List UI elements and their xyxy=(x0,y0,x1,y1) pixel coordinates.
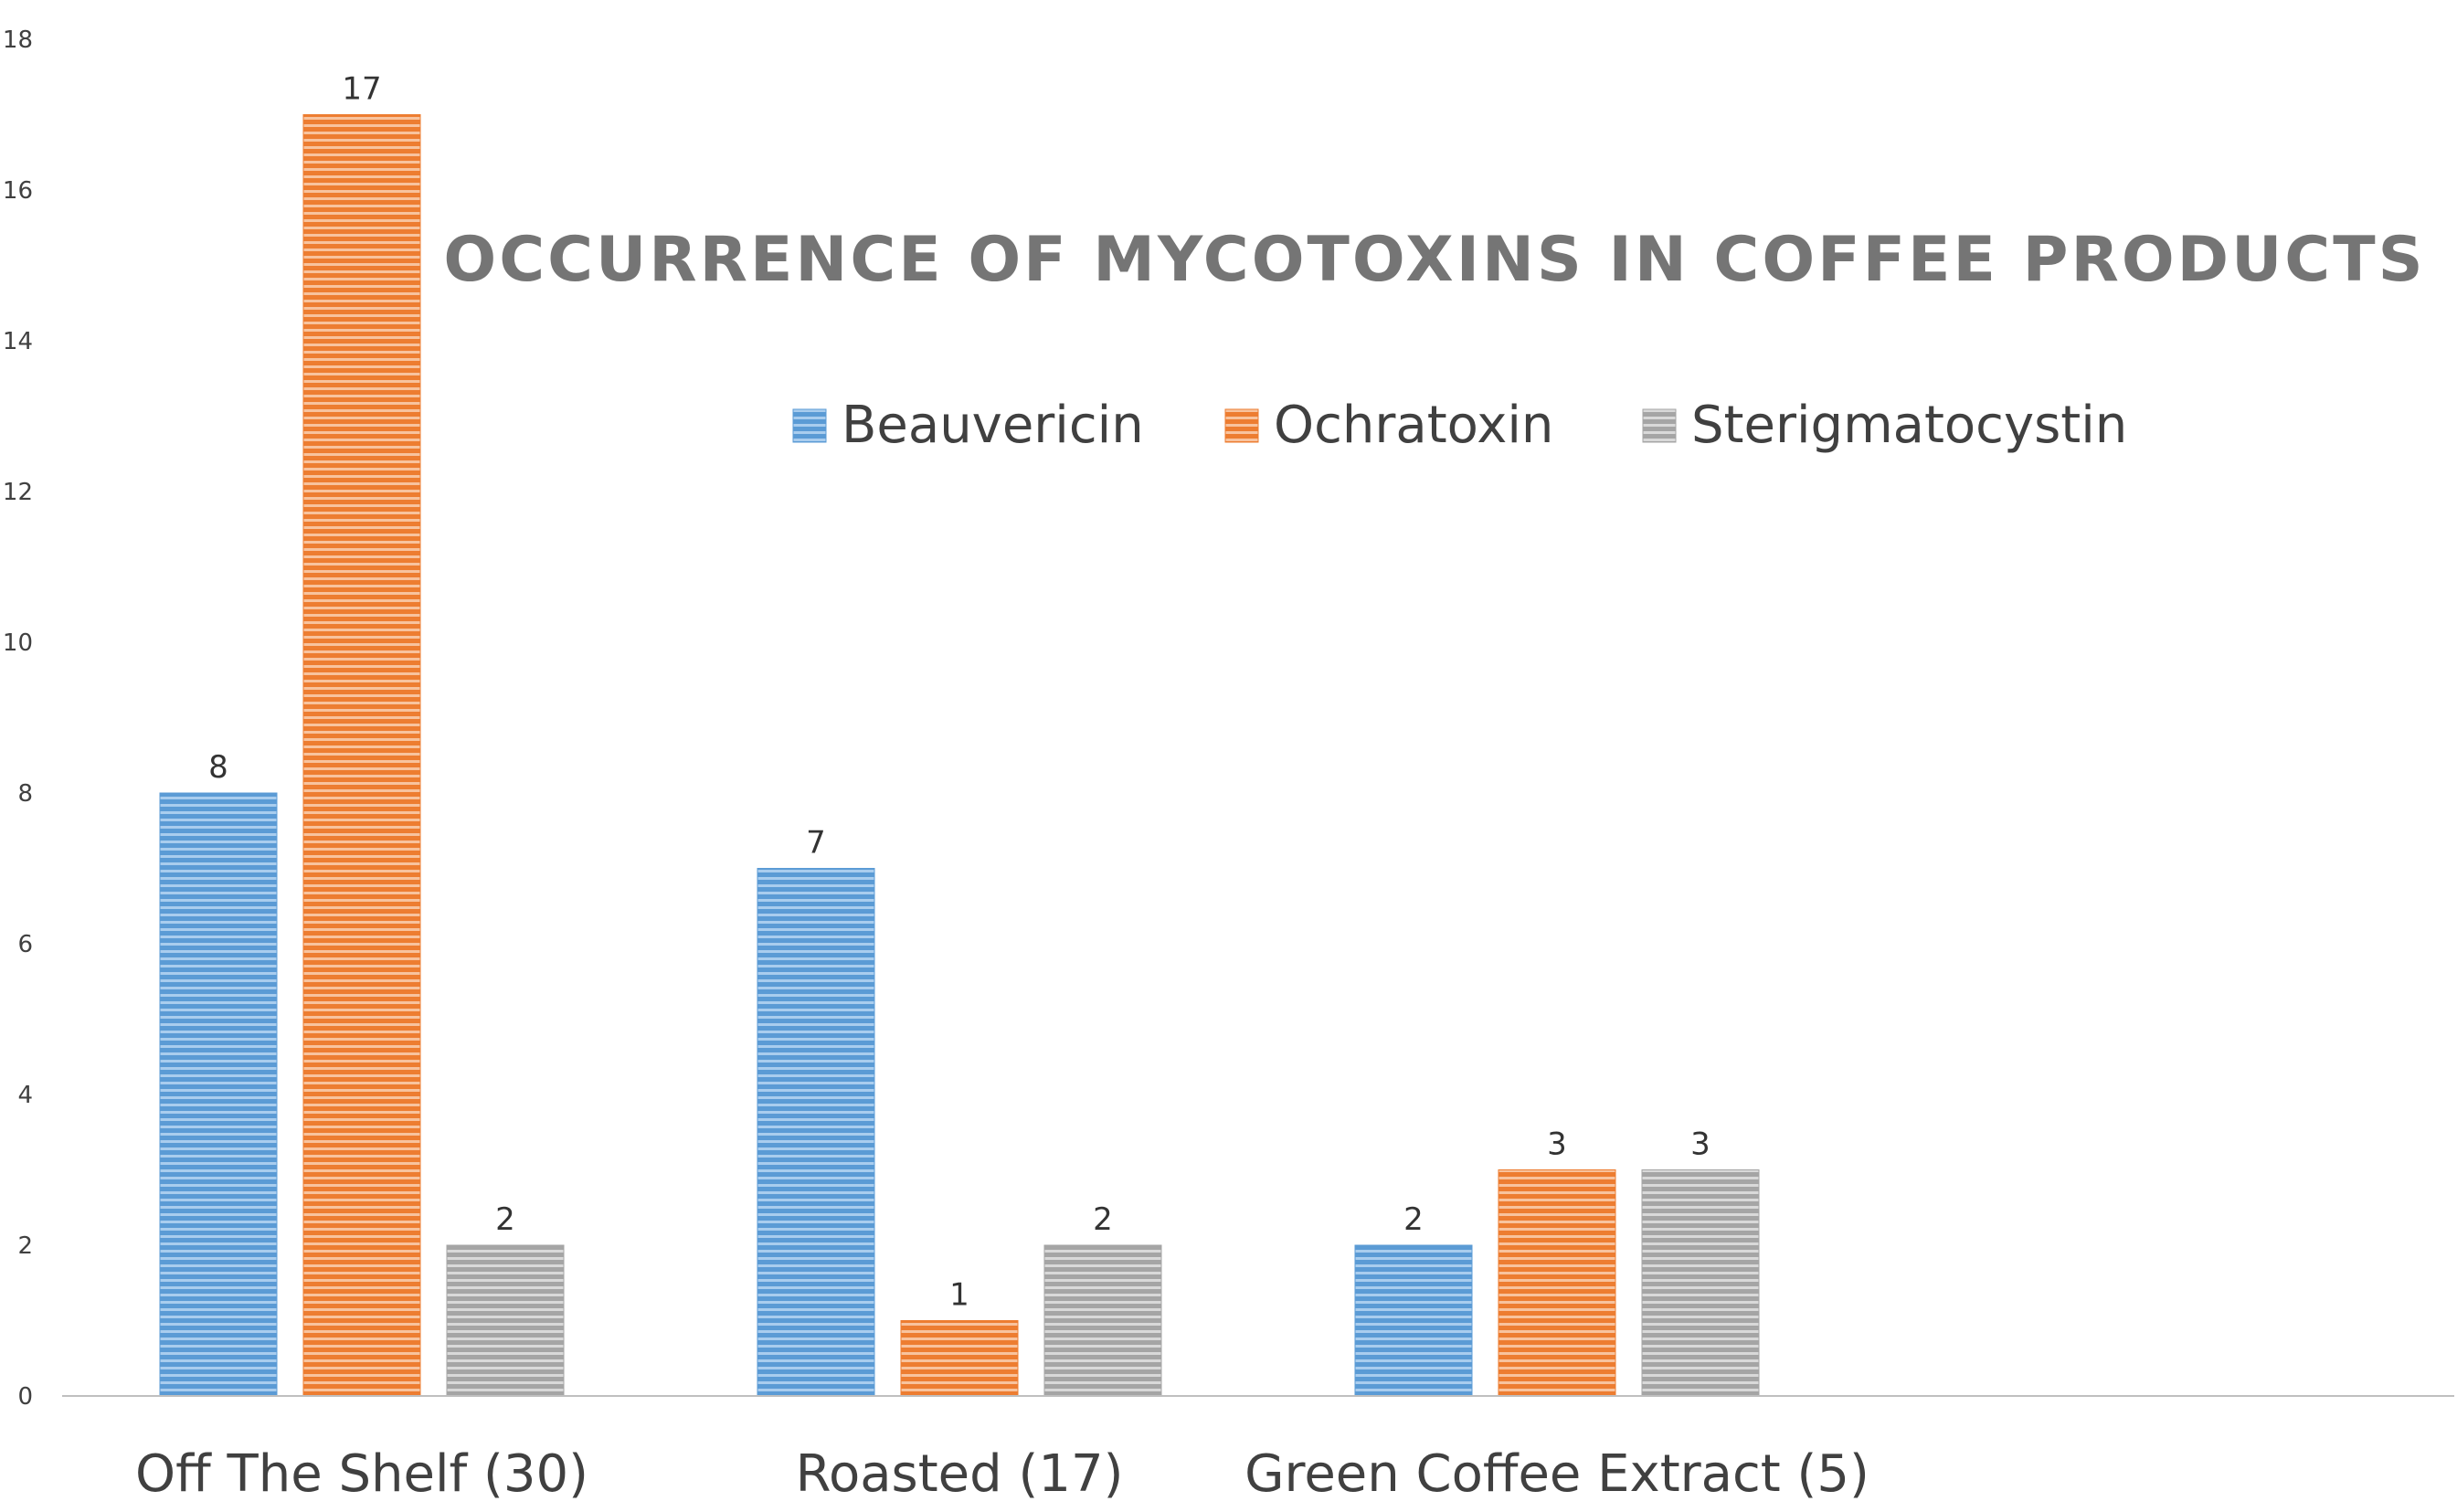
y-tick-label: 0 xyxy=(17,1383,33,1411)
data-label: 17 xyxy=(342,71,381,108)
data-label: 1 xyxy=(949,1277,969,1314)
bar-beauvericin-1 xyxy=(757,868,875,1397)
category-label: Roasted (17) xyxy=(796,1444,1124,1504)
y-tick-label: 18 xyxy=(3,26,33,54)
y-tick-label: 12 xyxy=(3,479,33,506)
legend-swatch xyxy=(1642,408,1677,443)
data-label: 8 xyxy=(208,749,228,786)
y-tick-label: 14 xyxy=(3,328,33,355)
data-label: 3 xyxy=(1690,1126,1710,1163)
data-label: 7 xyxy=(806,825,826,862)
bar-sterigmatocystin-2 xyxy=(1641,1169,1760,1397)
legend-label: Sterigmatocystin xyxy=(1691,396,2127,455)
bar-ochratoxin-0 xyxy=(302,114,421,1397)
bar-sterigmatocystin-1 xyxy=(1043,1244,1162,1397)
data-label: 2 xyxy=(495,1201,515,1238)
data-label: 2 xyxy=(1093,1201,1113,1238)
y-tick-label: 4 xyxy=(17,1082,33,1109)
y-tick-label: 16 xyxy=(3,177,33,205)
legend-item-ochratoxin: Ochratoxin xyxy=(1224,396,1553,455)
legend-label: Beauvericin xyxy=(842,396,1144,455)
legend-label: Ochratoxin xyxy=(1274,396,1553,455)
legend-swatch xyxy=(1224,408,1259,443)
bars xyxy=(159,114,1760,1397)
data-label: 3 xyxy=(1547,1126,1567,1163)
y-tick-label: 2 xyxy=(17,1232,33,1260)
y-tick-label: 6 xyxy=(17,931,33,958)
y-tick-label: 8 xyxy=(17,780,33,808)
legend-item-beauvericin: Beauvericin xyxy=(792,396,1144,455)
data-label: 2 xyxy=(1403,1201,1424,1238)
legend-swatch xyxy=(792,408,827,443)
category-label: Green Coffee Extract (5) xyxy=(1244,1444,1869,1504)
bar-beauvericin-0 xyxy=(159,792,278,1397)
legend: Beauvericin Ochratoxin Sterigmatocystin xyxy=(792,396,2127,455)
y-axis-ticks: 0 2 4 6 8 10 12 14 16 18 xyxy=(3,26,33,1411)
category-labels: Off The Shelf (30) Roasted (17) Green Coff… xyxy=(135,1444,1869,1504)
bar-ochratoxin-2 xyxy=(1498,1169,1616,1397)
bar-beauvericin-2 xyxy=(1354,1244,1473,1397)
legend-item-sterigmatocystin: Sterigmatocystin xyxy=(1642,396,2127,455)
y-tick-label: 10 xyxy=(3,629,33,657)
category-label: Off The Shelf (30) xyxy=(135,1444,588,1504)
chart-title: OCCURRENCE OF MYCOTOXINS IN COFFEE PRODU… xyxy=(443,224,2425,296)
bar-sterigmatocystin-0 xyxy=(446,1244,565,1397)
bar-ochratoxin-1 xyxy=(900,1320,1019,1397)
